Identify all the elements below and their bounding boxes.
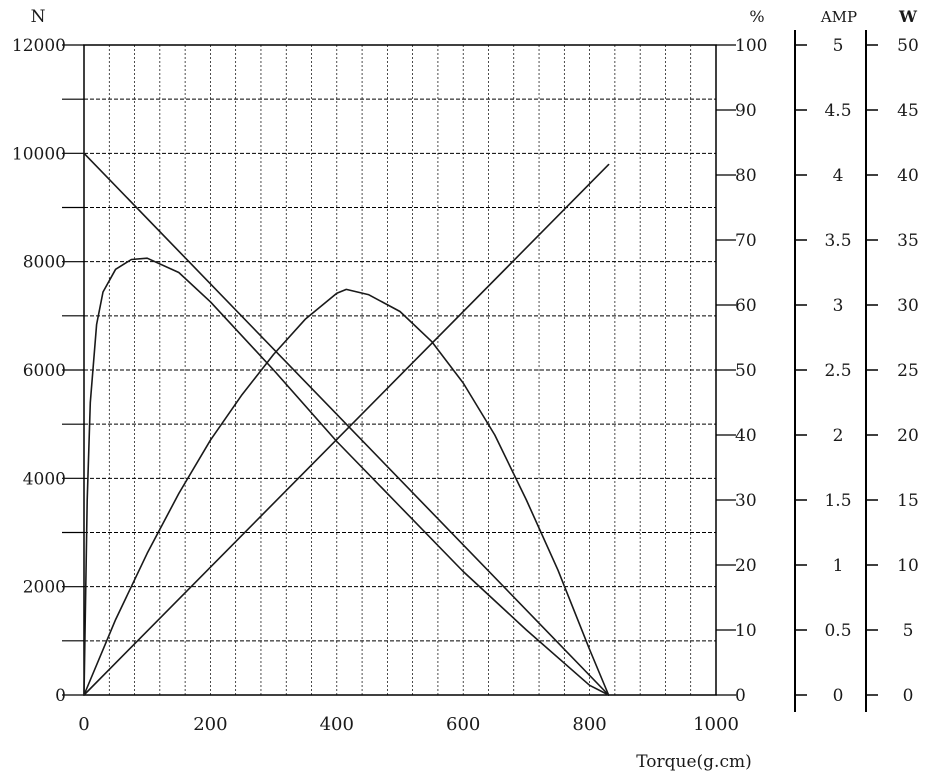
current-tick-label: 4 bbox=[833, 166, 844, 186]
speed-tick-label: 12000 bbox=[12, 36, 66, 56]
power-tick-label: 15 bbox=[897, 491, 919, 511]
power-tick-label: 20 bbox=[897, 426, 919, 446]
current-axis-label: AMP bbox=[820, 8, 857, 26]
efficiency-tick-label: 20 bbox=[735, 556, 757, 576]
efficiency-tick-label: 0 bbox=[735, 686, 746, 706]
efficiency-tick-label: 90 bbox=[735, 101, 757, 121]
efficiency-tick-label: 50 bbox=[735, 361, 757, 381]
power-tick-label: 50 bbox=[897, 36, 919, 56]
speed-tick-label: 2000 bbox=[23, 578, 66, 598]
efficiency-tick-label: 60 bbox=[735, 296, 757, 316]
speed-tick-label: 6000 bbox=[23, 361, 66, 381]
speed-tick-label: 10000 bbox=[12, 144, 66, 164]
efficiency-axis-label: % bbox=[749, 7, 764, 26]
current-tick-label: 2 bbox=[833, 426, 844, 446]
power-tick-label: 45 bbox=[897, 101, 919, 121]
efficiency-tick-label: 80 bbox=[735, 166, 757, 186]
torque-tick-label: 800 bbox=[572, 714, 606, 735]
efficiency-tick-label: 70 bbox=[735, 231, 757, 251]
current-tick-label: 2.5 bbox=[824, 361, 851, 381]
speed-tick-label: 8000 bbox=[23, 253, 66, 273]
torque-tick-label: 400 bbox=[320, 714, 354, 735]
efficiency-tick-label: 10 bbox=[735, 621, 757, 641]
speed-curve bbox=[83, 152, 610, 696]
efficiency-tick-label: 40 bbox=[735, 426, 757, 446]
torque-tick-label: 0 bbox=[78, 714, 89, 735]
power-axis-label: W bbox=[898, 7, 918, 26]
current-tick-label: 1 bbox=[833, 556, 844, 576]
current-tick-label: 3 bbox=[833, 296, 844, 316]
performance-curves bbox=[83, 152, 610, 696]
efficiency-curve bbox=[83, 257, 610, 696]
grid bbox=[84, 45, 716, 695]
tick-labels: 020004000600080001000012000N010203040506… bbox=[12, 7, 919, 772]
torque-tick-label: 600 bbox=[446, 714, 480, 735]
power-tick-label: 5 bbox=[903, 621, 914, 641]
speed-tick-label: 0 bbox=[55, 686, 66, 706]
power-tick-label: 0 bbox=[903, 686, 914, 706]
current-tick-label: 5 bbox=[833, 36, 844, 56]
power-tick-label: 25 bbox=[897, 361, 919, 381]
speed-axis-label: N bbox=[31, 7, 46, 27]
power-curve bbox=[83, 288, 610, 696]
current-tick-label: 0 bbox=[833, 686, 844, 706]
current-tick-label: 4.5 bbox=[824, 101, 851, 121]
current-tick-label: 3.5 bbox=[824, 231, 851, 251]
current-curve bbox=[83, 163, 610, 696]
power-tick-label: 35 bbox=[897, 231, 919, 251]
axes bbox=[62, 30, 878, 712]
current-tick-label: 0.5 bbox=[824, 621, 851, 641]
torque-tick-label: 1000 bbox=[693, 714, 739, 735]
efficiency-tick-label: 30 bbox=[735, 491, 757, 511]
power-tick-label: 30 bbox=[897, 296, 919, 316]
power-tick-label: 10 bbox=[897, 556, 919, 576]
speed-tick-label: 4000 bbox=[23, 469, 66, 489]
current-tick-label: 1.5 bbox=[824, 491, 851, 511]
power-tick-label: 40 bbox=[897, 166, 919, 186]
efficiency-tick-label: 100 bbox=[735, 36, 767, 56]
torque-axis-label: Torque(g.cm) bbox=[636, 752, 751, 772]
torque-tick-label: 200 bbox=[193, 714, 227, 735]
